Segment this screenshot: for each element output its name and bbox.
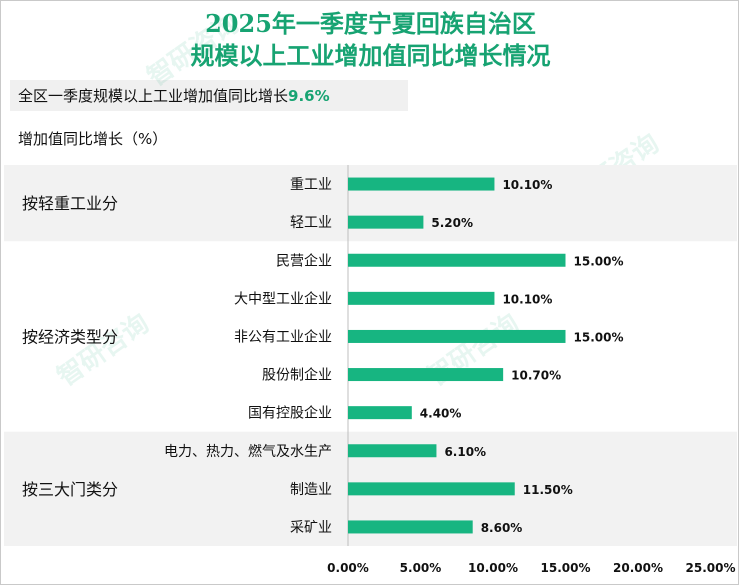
chart-title: 2025年一季度宁夏回族自治区 规模以上工业增加值同比增长情况 (0, 8, 741, 72)
data-label: 8.60% (481, 521, 523, 535)
category-label: 采矿业 (290, 520, 332, 536)
bar (348, 520, 473, 534)
data-label: 15.00% (574, 330, 624, 344)
x-tick-label: 0.00% (327, 561, 369, 575)
bar (348, 215, 424, 229)
data-label: 4.40% (420, 407, 462, 421)
bar (348, 482, 515, 496)
bar (348, 444, 437, 458)
data-label: 10.70% (511, 369, 561, 383)
x-tick-label: 15.00% (541, 561, 591, 575)
x-tick-label: 20.00% (613, 561, 663, 575)
bar (348, 291, 495, 305)
x-tick-label: 10.00% (468, 561, 518, 575)
category-label: 民营企业 (276, 252, 332, 269)
category-label: 制造业 (290, 482, 332, 498)
category-label: 非公有工业企业 (234, 328, 332, 345)
y-axis-label: 增加值同比增长（%） (18, 130, 168, 148)
bar (348, 329, 566, 343)
category-label: 大中型工业企业 (234, 290, 332, 307)
group-label: 按轻重工业分 (22, 194, 118, 213)
category-label: 电力、热力、燃气及水生产 (164, 443, 332, 460)
bar (348, 406, 412, 420)
summary-box (10, 80, 408, 111)
category-label: 重工业 (290, 177, 332, 193)
category-label: 股份制企业 (262, 367, 332, 384)
bar (348, 368, 504, 382)
x-tick-label: 5.00% (400, 561, 442, 575)
title-line-1: 2025年一季度宁夏回族自治区 (205, 9, 536, 38)
summary-text: 全区一季度规模以上工业增加值同比增长9.6% (18, 86, 330, 106)
group-label: 按经济类型分 (22, 327, 118, 346)
summary-value: 9.6% (288, 87, 330, 105)
data-label: 10.10% (502, 292, 552, 306)
category-label: 轻工业 (290, 215, 332, 231)
bar (348, 253, 566, 267)
data-label: 15.00% (574, 254, 624, 268)
group-label: 按三大门类分 (22, 480, 118, 499)
summary-prefix: 全区一季度规模以上工业增加值同比增长 (18, 87, 289, 105)
data-label: 11.50% (523, 483, 573, 497)
data-label: 5.20% (431, 216, 473, 230)
title-line-2: 规模以上工业增加值同比增长情况 (190, 41, 551, 70)
bar (348, 177, 495, 191)
category-label: 国有控股企业 (248, 405, 332, 422)
data-label: 10.10% (502, 178, 552, 192)
data-label: 6.10% (444, 445, 486, 459)
x-tick-label: 25.00% (686, 561, 736, 575)
